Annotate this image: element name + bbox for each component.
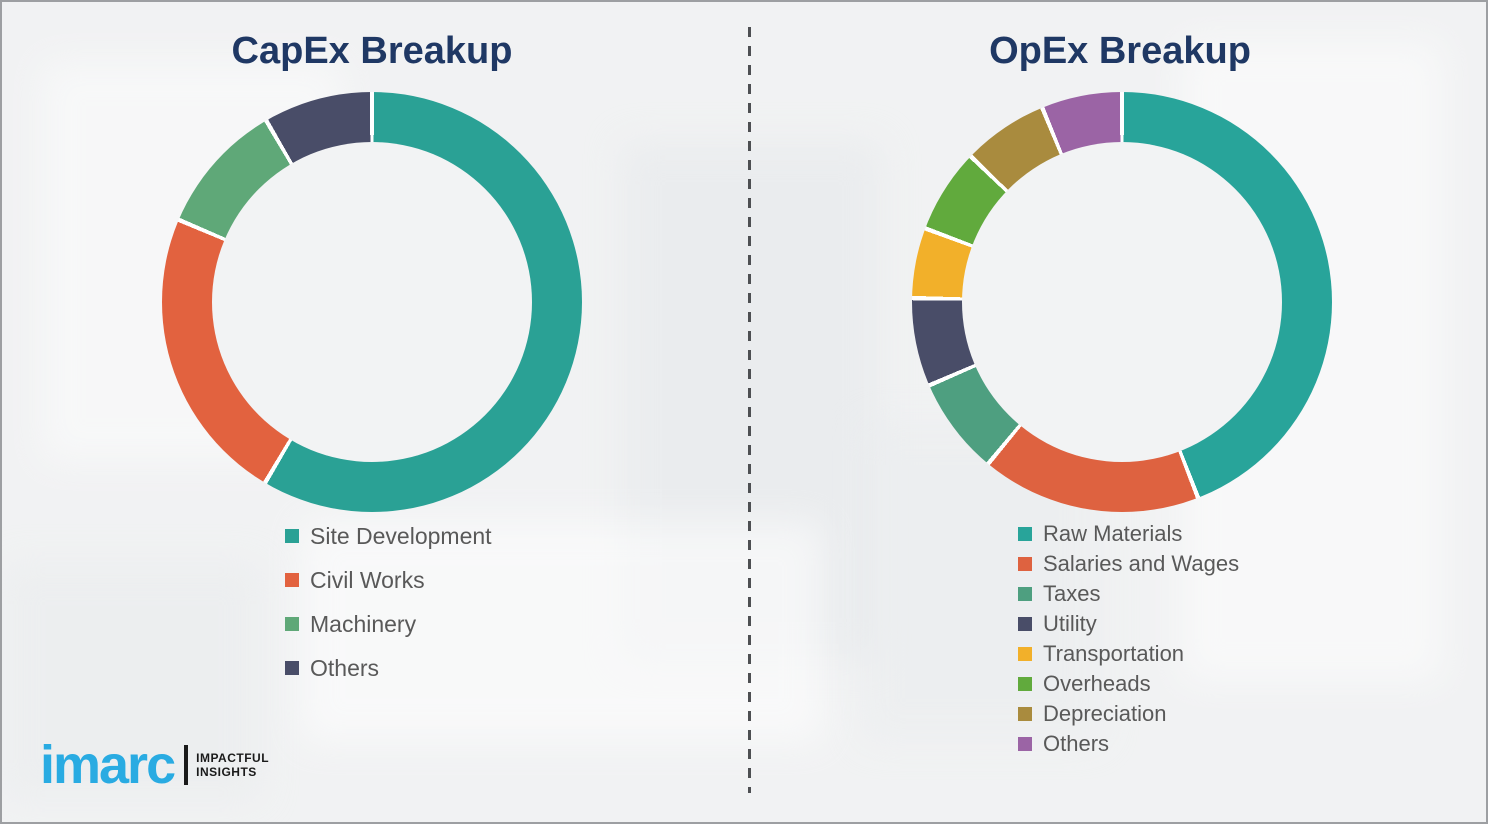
legend-label: Taxes <box>1043 581 1101 606</box>
legend-swatch <box>1018 647 1032 661</box>
legend-swatch <box>1018 557 1032 571</box>
background-texture <box>622 142 882 662</box>
legend-item: Raw Materials <box>1018 519 1239 549</box>
legend-label: Others <box>1043 731 1110 756</box>
opex-legend: Raw Materials Salaries and Wages Taxes U… <box>1018 519 1239 759</box>
logo-tagline-line1: IMPACTFUL <box>196 750 270 765</box>
legend-swatch <box>285 617 299 631</box>
legend-label: Utility <box>1043 611 1097 636</box>
imarc-logo-wordmark: imarc <box>40 735 176 795</box>
opex-chart-title: OpEx Breakup <box>989 30 1251 72</box>
legend-label: Machinery <box>310 610 417 637</box>
legend-swatch <box>285 661 299 675</box>
logo-tagline: IMPACTFUL INSIGHTS <box>196 751 269 780</box>
logo-divider-bar <box>184 745 189 785</box>
legend-item: Others <box>1018 729 1239 759</box>
legend-label: Civil Works <box>310 566 425 593</box>
legend-item: Taxes <box>1018 579 1239 609</box>
dashed-divider <box>748 27 751 793</box>
legend-item: Transportation <box>1018 639 1239 669</box>
legend-item: Others <box>285 646 492 690</box>
legend-label: Depreciation <box>1043 701 1167 726</box>
legend-item: Depreciation <box>1018 699 1239 729</box>
legend-swatch <box>1018 617 1032 631</box>
legend-swatch <box>1018 527 1032 541</box>
logo-tagline-line2: INSIGHTS <box>196 765 257 779</box>
legend-item: Utility <box>1018 609 1239 639</box>
legend-item: Machinery <box>285 602 492 646</box>
legend-swatch <box>1018 707 1032 721</box>
legend-swatch <box>1018 587 1032 601</box>
capex-donut-chart <box>162 92 582 512</box>
legend-label: Overheads <box>1043 671 1151 696</box>
capex-chart-title: CapEx Breakup <box>231 30 513 72</box>
legend-swatch <box>1018 737 1032 751</box>
legend-label: Transportation <box>1043 641 1185 666</box>
legend-label: Raw Materials <box>1043 521 1183 546</box>
capex-legend: Site Development Civil Works Machinery O… <box>285 514 492 690</box>
legend-item: Civil Works <box>285 558 492 602</box>
legend-swatch <box>1018 677 1032 691</box>
opex-donut-chart <box>912 92 1332 512</box>
legend-label: Salaries and Wages <box>1043 551 1240 576</box>
legend-item: Overheads <box>1018 669 1239 699</box>
legend-swatch <box>285 573 299 587</box>
legend-swatch <box>285 529 299 543</box>
legend-label: Others <box>310 654 380 681</box>
legend-item: Salaries and Wages <box>1018 549 1239 579</box>
imarc-logo: imarc IMPACTFUL INSIGHTS <box>40 738 269 792</box>
legend-item: Site Development <box>285 514 492 558</box>
legend-label: Site Development <box>310 522 492 549</box>
